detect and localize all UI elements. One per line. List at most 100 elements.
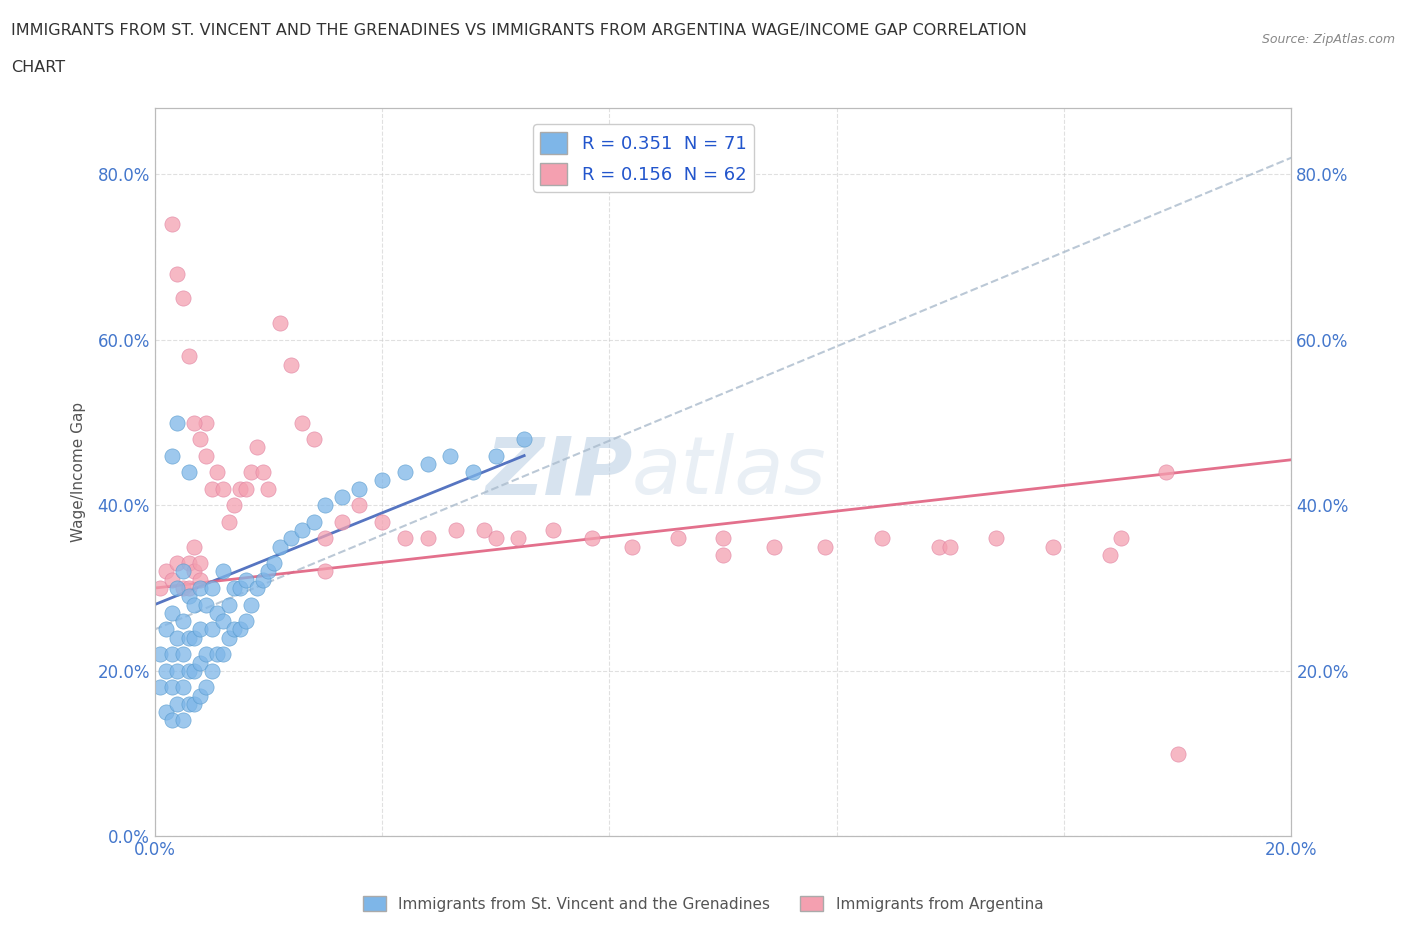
Point	[229, 580, 252, 595]
Text: CHART: CHART	[11, 60, 65, 75]
Point	[291, 415, 314, 430]
Point	[212, 482, 235, 497]
Point	[240, 465, 263, 480]
Point	[229, 622, 252, 637]
Text: ZIP: ZIP	[485, 433, 633, 512]
Point	[188, 688, 211, 703]
Point	[870, 531, 893, 546]
Point	[252, 572, 274, 587]
Point	[416, 531, 439, 546]
Text: Source: ZipAtlas.com: Source: ZipAtlas.com	[1261, 33, 1395, 46]
Point	[155, 663, 177, 678]
Point	[188, 432, 211, 446]
Point	[513, 432, 536, 446]
Point	[485, 531, 508, 546]
Point	[711, 531, 734, 546]
Point	[349, 498, 371, 512]
Point	[1156, 465, 1178, 480]
Point	[485, 448, 508, 463]
Point	[172, 291, 194, 306]
Point	[207, 465, 229, 480]
Point	[200, 482, 222, 497]
Point	[280, 531, 302, 546]
Point	[212, 614, 235, 629]
Point	[155, 565, 177, 579]
Point	[160, 448, 183, 463]
Point	[263, 556, 285, 571]
Y-axis label: Wage/Income Gap: Wage/Income Gap	[72, 402, 86, 542]
Point	[246, 440, 269, 455]
Point	[177, 465, 200, 480]
Point	[160, 646, 183, 661]
Point	[149, 646, 172, 661]
Point	[194, 646, 217, 661]
Point	[218, 597, 240, 612]
Point	[188, 580, 211, 595]
Point	[1098, 548, 1121, 563]
Point	[183, 415, 205, 430]
Point	[160, 605, 183, 620]
Point	[371, 473, 394, 488]
Point	[246, 580, 269, 595]
Point	[160, 217, 183, 232]
Point	[235, 572, 257, 587]
Point	[621, 539, 644, 554]
Point	[183, 663, 205, 678]
Point	[166, 415, 188, 430]
Point	[177, 349, 200, 364]
Point	[1109, 531, 1132, 546]
Point	[207, 605, 229, 620]
Point	[188, 556, 211, 571]
Point	[711, 548, 734, 563]
Point	[224, 580, 246, 595]
Point	[224, 498, 246, 512]
Point	[166, 266, 188, 281]
Point	[928, 539, 950, 554]
Text: atlas: atlas	[633, 433, 827, 512]
Point	[291, 523, 314, 538]
Point	[1167, 746, 1189, 761]
Point	[212, 646, 235, 661]
Point	[177, 663, 200, 678]
Point	[183, 631, 205, 645]
Point	[194, 597, 217, 612]
Point	[172, 565, 194, 579]
Point	[541, 523, 564, 538]
Point	[439, 448, 461, 463]
Point	[269, 539, 291, 554]
Legend: R = 0.351  N = 71, R = 0.156  N = 62: R = 0.351 N = 71, R = 0.156 N = 62	[533, 125, 754, 192]
Point	[183, 597, 205, 612]
Point	[416, 457, 439, 472]
Point	[166, 580, 188, 595]
Point	[166, 631, 188, 645]
Point	[252, 465, 274, 480]
Point	[172, 580, 194, 595]
Point	[183, 697, 205, 711]
Point	[257, 482, 280, 497]
Point	[581, 531, 603, 546]
Point	[149, 680, 172, 695]
Point	[200, 622, 222, 637]
Point	[160, 713, 183, 728]
Point	[984, 531, 1007, 546]
Point	[166, 556, 188, 571]
Point	[235, 614, 257, 629]
Point	[461, 465, 484, 480]
Point	[207, 646, 229, 661]
Point	[166, 697, 188, 711]
Point	[149, 580, 172, 595]
Point	[1042, 539, 1064, 554]
Point	[371, 514, 394, 529]
Point	[200, 663, 222, 678]
Point	[666, 531, 689, 546]
Point	[302, 514, 325, 529]
Point	[394, 531, 416, 546]
Point	[194, 448, 217, 463]
Point	[183, 539, 205, 554]
Point	[939, 539, 962, 554]
Point	[177, 631, 200, 645]
Point	[257, 565, 280, 579]
Point	[280, 357, 302, 372]
Point	[177, 589, 200, 604]
Point	[160, 680, 183, 695]
